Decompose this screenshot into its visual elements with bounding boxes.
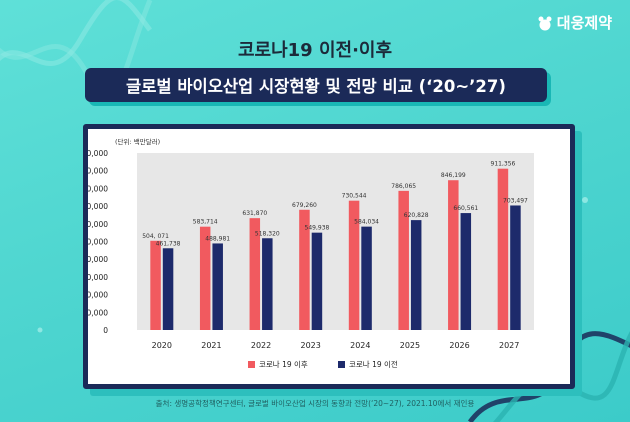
logo-bear-icon (538, 16, 552, 30)
y-tick-label: 100,000 (88, 308, 108, 317)
bar-chart: (단위: 백만달러) 1,000,000 900,000 800,000 700,000… (88, 137, 534, 369)
bar-after-covid (199, 226, 211, 330)
x-tick-label: 2020 (152, 341, 172, 350)
bar-before-covid (311, 232, 323, 330)
bar-after-covid (448, 180, 459, 330)
y-tick-label: 300,000 (88, 273, 108, 282)
data-label-after-covid: 504, 071 (142, 233, 169, 240)
data-label-before-covid: 703,497 (503, 197, 528, 204)
dna-strand-bottom-right-2 (493, 331, 630, 422)
unit-label: (단위: 백만달러) (115, 137, 160, 146)
y-tick-label: 400,000 (88, 255, 108, 264)
y-tick-label: 500,000 (88, 238, 108, 247)
bubble (582, 197, 588, 203)
chart-card: (단위: 백만달러) 1,000,000 900,000 800,000 700,000… (83, 124, 575, 389)
data-label-after-covid: 679,260 (292, 202, 317, 209)
legend-swatch-before-covid (338, 361, 345, 368)
bar-before-covid (510, 205, 521, 330)
bar-after-covid (497, 168, 509, 330)
source-note: 출처: 생명공학정책연구센터, 글로벌 바이오산업 시장의 동향과 전망(‘20… (155, 399, 475, 408)
bar-after-covid (299, 209, 310, 330)
bar-before-covid (212, 243, 223, 330)
data-label-after-covid: 846,199 (441, 172, 466, 179)
legend-label-after-covid: 코로나 19 이후 (259, 359, 308, 369)
bar-after-covid (348, 200, 360, 330)
bar-after-covid (398, 190, 409, 330)
y-tick-label: 200,000 (88, 291, 108, 300)
x-tick-label: 2022 (251, 341, 271, 350)
data-label-before-covid: 461,738 (156, 240, 181, 247)
data-label-after-covid: 911,356 (491, 161, 516, 168)
legend-swatch-after-covid (248, 361, 255, 368)
x-tick-label: 2024 (350, 341, 370, 350)
y-tick-label: 900,000 (88, 167, 108, 176)
y-tick-label: 1,000,000 (88, 149, 108, 158)
page-title: 코로나19 이전·이후 (237, 40, 393, 61)
page-subtitle: 글로벌 바이오산업 시장현황 및 전망 비교 (‘20~’27) (126, 77, 506, 96)
brand-logo-text: 대웅제약 (556, 14, 612, 32)
data-label-after-covid: 631,870 (242, 210, 267, 217)
bar-before-covid (410, 220, 422, 330)
y-tick-label: 0 (103, 326, 108, 335)
data-label-before-covid: 584,034 (354, 219, 379, 226)
bar-after-covid (249, 218, 261, 330)
x-tick-label: 2027 (499, 341, 519, 350)
data-label-before-covid: 549,938 (305, 225, 330, 232)
data-label-before-covid: 620,828 (404, 212, 429, 219)
legend-label-before-covid: 코로나 19 이전 (349, 359, 398, 369)
bar-after-covid (150, 240, 161, 330)
brand-logo: 대웅제약 (537, 12, 612, 33)
data-label-before-covid: 660,561 (453, 205, 478, 212)
y-tick-label: 600,000 (88, 220, 108, 229)
x-tick-label: 2025 (400, 341, 420, 350)
y-tick-label: 700,000 (88, 202, 108, 211)
data-label-after-covid: 583,714 (193, 219, 218, 226)
plot-area (137, 153, 534, 330)
dna-strand-top-left (0, 0, 153, 66)
data-label-after-covid: 730,544 (342, 193, 367, 200)
data-label-before-covid: 518,320 (255, 230, 280, 237)
data-label-after-covid: 786,065 (391, 183, 416, 190)
page-subtitle-banner: 글로벌 바이오산업 시장현황 및 전망 비교 (‘20~’27) (85, 68, 547, 102)
data-label-before-covid: 488,981 (205, 235, 230, 242)
x-tick-label: 2026 (449, 341, 469, 350)
bar-before-covid (262, 238, 273, 330)
x-tick-label: 2021 (201, 341, 221, 350)
bar-before-covid (162, 248, 174, 330)
y-tick-label: 800,000 (88, 184, 108, 193)
bar-before-covid (460, 213, 472, 330)
x-tick-label: 2023 (301, 341, 321, 350)
bar-before-covid (361, 226, 372, 330)
bubble (37, 327, 43, 333)
